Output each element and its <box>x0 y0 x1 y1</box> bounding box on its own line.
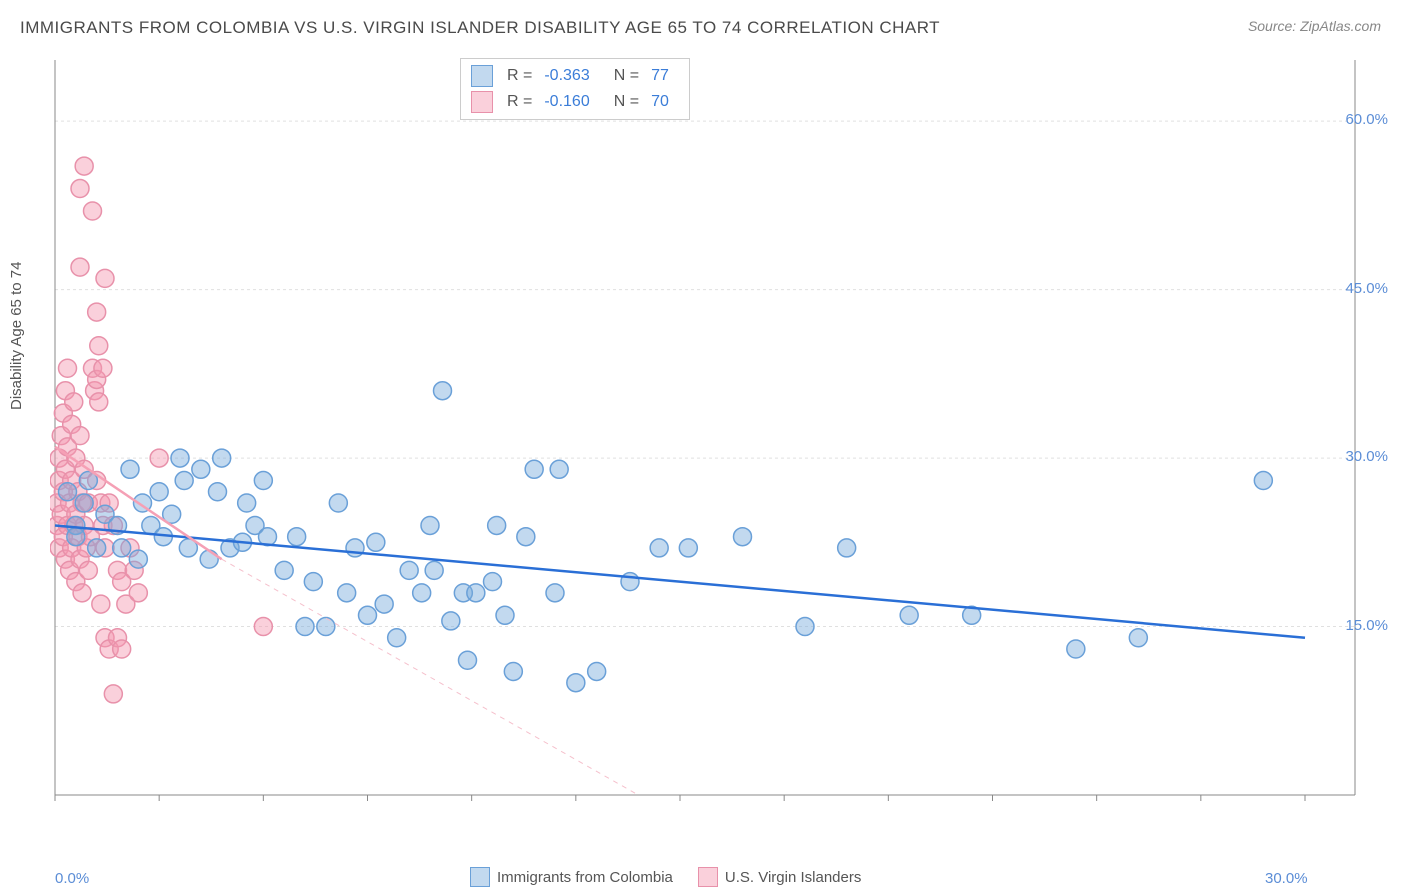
source-attribution: Source: ZipAtlas.com <box>1248 18 1381 34</box>
legend-row-series-2: R = -0.160 N = 70 <box>471 89 679 115</box>
swatch-series-1 <box>471 65 493 87</box>
legend-label-1: Immigrants from Colombia <box>497 869 673 886</box>
series-legend: Immigrants from Colombia U.S. Virgin Isl… <box>470 867 861 887</box>
legend-row-series-1: R = -0.363 N = 77 <box>471 63 679 89</box>
scatter-chart <box>50 55 1360 825</box>
n-value-1: 77 <box>651 67 669 85</box>
n-label: N = <box>614 67 639 85</box>
n-label: N = <box>614 93 639 111</box>
source-name: ZipAtlas.com <box>1300 18 1381 34</box>
x-tick-label: 30.0% <box>1265 870 1308 887</box>
chart-title: IMMIGRANTS FROM COLOMBIA VS U.S. VIRGIN … <box>20 18 940 38</box>
y-axis-label: Disability Age 65 to 74 <box>8 262 25 410</box>
y-tick-label: 60.0% <box>1345 111 1388 128</box>
r-label: R = <box>507 67 532 85</box>
r-value-2: -0.160 <box>544 93 589 111</box>
n-value-2: 70 <box>651 93 669 111</box>
swatch-series-1 <box>470 867 490 887</box>
correlation-legend: R = -0.363 N = 77 R = -0.160 N = 70 <box>460 58 690 120</box>
swatch-series-2 <box>698 867 718 887</box>
r-value-1: -0.363 <box>544 67 589 85</box>
swatch-series-2 <box>471 91 493 113</box>
y-tick-label: 45.0% <box>1345 280 1388 297</box>
r-label: R = <box>507 93 532 111</box>
x-tick-label: 0.0% <box>55 870 89 887</box>
y-tick-label: 30.0% <box>1345 448 1388 465</box>
y-tick-label: 15.0% <box>1345 617 1388 634</box>
chart-svg <box>50 55 1360 825</box>
legend-item-1: Immigrants from Colombia <box>470 867 673 887</box>
legend-item-2: U.S. Virgin Islanders <box>698 867 861 887</box>
source-label: Source: <box>1248 18 1296 34</box>
legend-label-2: U.S. Virgin Islanders <box>725 869 861 886</box>
